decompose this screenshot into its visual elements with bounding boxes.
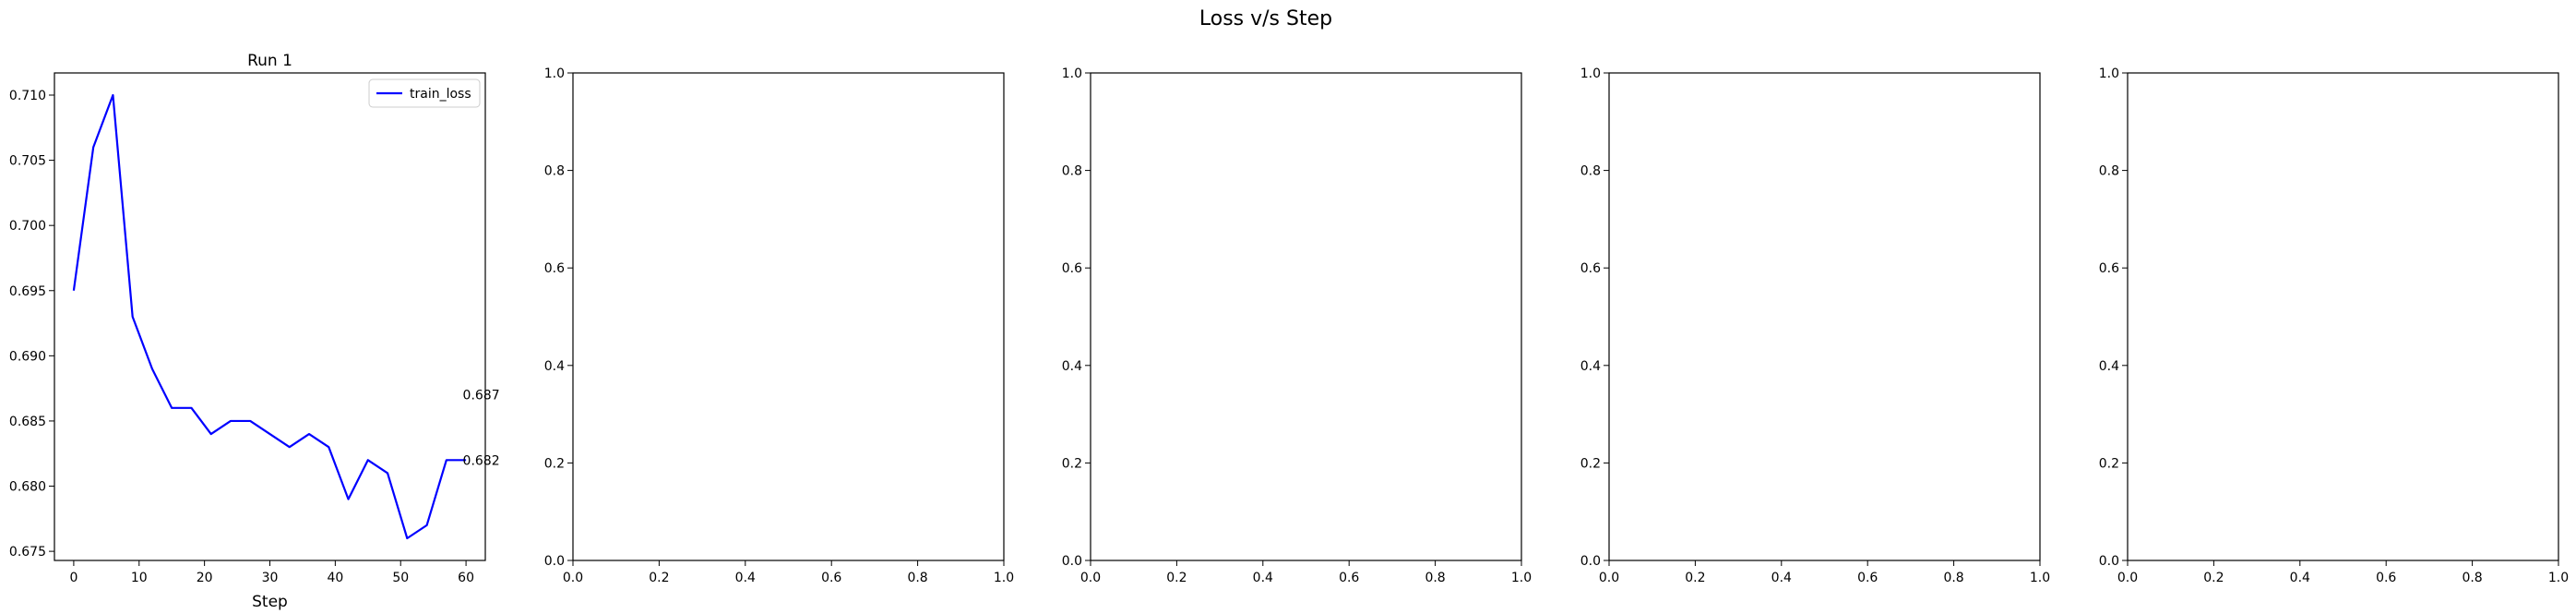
subplot-title: Run 1	[247, 52, 292, 70]
x-tick-label: 0.4	[1771, 571, 1792, 585]
legend-box	[368, 78, 481, 108]
y-tick-label: 0.690	[9, 349, 46, 364]
y-tick-label: 0.6	[2099, 261, 2119, 276]
y-tick-label: 0.4	[2099, 359, 2119, 374]
x-tick-label: 0.6	[1339, 571, 1359, 585]
x-tick-label: 0.0	[563, 571, 583, 585]
y-tick-label: 0.0	[2099, 554, 2119, 569]
y-tick-label: 0.680	[9, 480, 46, 495]
y-tick-label: 0.4	[544, 359, 565, 374]
y-tick-label: 0.675	[9, 545, 46, 560]
x-tick-label: 0.2	[1166, 571, 1187, 585]
x-tick-label: 1.0	[994, 571, 1014, 585]
y-tick-label: 0.8	[2099, 164, 2119, 179]
y-tick-label: 0.685	[9, 415, 46, 429]
x-tick-label: 0.2	[2203, 571, 2224, 585]
subplot-1: 0 10 20 30 40 50 60 0.675 0.680 0.685 0.690 0.695 0.…	[9, 52, 500, 611]
x-tick-label: 0.0	[1599, 571, 1619, 585]
y-tick-label: 0.0	[544, 554, 565, 569]
x-tick-label: 1.0	[1511, 571, 1532, 585]
y-tick-label: 0.8	[544, 164, 565, 179]
y-tick-label: 0.6	[544, 261, 565, 276]
y-tick-label: 0.8	[1062, 164, 1082, 179]
y-tick-label: 0.4	[1580, 359, 1601, 374]
y-tick-label: 0.8	[1580, 164, 1601, 179]
y-tick-label: 0.700	[9, 219, 46, 234]
x-tick-label: 0.8	[1425, 571, 1445, 585]
x-tick-label: 0.4	[2290, 571, 2310, 585]
x-tick-label: 0	[69, 571, 78, 585]
y-tick-label: 0.6	[1580, 261, 1601, 276]
axes-frame	[572, 72, 1005, 561]
x-tick-label: 50	[392, 571, 409, 585]
subplot-4: 0.0 0.2 0.4 0.6 0.8 1.0 0.0 0.2 0.4 0.6 0.8 1.0	[1580, 66, 2050, 585]
series-line-train_loss	[72, 93, 467, 540]
x-tick-label: 60	[458, 571, 474, 585]
y-tick-label: 0.0	[1062, 554, 1082, 569]
x-tick-label: 0.8	[2462, 571, 2482, 585]
subplots: 0 10 20 30 40 50 60 0.675 0.680 0.685 0.690 0.695 0.…	[9, 52, 2569, 611]
x-tick-label: 10	[131, 571, 148, 585]
y-tick-label: 0.710	[9, 89, 46, 103]
x-axis-label: Step	[252, 593, 288, 611]
y-tick-label: 1.0	[1580, 66, 1601, 81]
y-tick-label: 1.0	[544, 66, 565, 81]
y-tick-label: 0.2	[1580, 456, 1601, 471]
x-tick-label: 0.2	[1685, 571, 1705, 585]
x-tick-label: 0.8	[1943, 571, 1963, 585]
y-tick-label: 0.2	[2099, 456, 2119, 471]
x-tick-label: 1.0	[2030, 571, 2050, 585]
y-tick-label: 0.695	[9, 284, 46, 299]
value-annotation: 0.687	[463, 389, 500, 403]
subplot-5: 0.0 0.2 0.4 0.6 0.8 1.0 0.0 0.2 0.4 0.6 0.8 1.0	[2099, 66, 2569, 585]
x-tick-label: 0.4	[1253, 571, 1273, 585]
y-tick-label: 0.4	[1062, 359, 1082, 374]
legend: train_loss	[368, 78, 481, 108]
legend-label: train_loss	[410, 87, 471, 102]
x-tick-label: 0.2	[649, 571, 669, 585]
x-tick-label: 0.6	[2376, 571, 2396, 585]
x-tick-label: 40	[327, 571, 343, 585]
x-tick-label: 30	[262, 571, 279, 585]
value-annotation: 0.682	[463, 453, 500, 468]
x-tick-label: 0.4	[735, 571, 756, 585]
y-tick-label: 0.0	[1580, 554, 1601, 569]
y-tick-label: 0.705	[9, 154, 46, 169]
axes-frame	[54, 72, 486, 561]
y-tick-label: 0.2	[1062, 456, 1082, 471]
x-tick-label: 20	[197, 571, 213, 585]
axes-frame	[1608, 72, 2041, 561]
x-tick-label: 0.6	[821, 571, 841, 585]
y-tick-label: 0.2	[544, 456, 565, 471]
axes-frame	[2127, 72, 2559, 561]
x-tick-label: 0.0	[2117, 571, 2138, 585]
x-tick-label: 0.0	[1080, 571, 1101, 585]
y-tick-label: 1.0	[2099, 66, 2119, 81]
x-tick-label: 1.0	[2548, 571, 2569, 585]
subplot-3: 0.0 0.2 0.4 0.6 0.8 1.0 0.0 0.2 0.4 0.6 0.8 1.0	[1062, 66, 1532, 585]
axes-frame	[1090, 72, 1522, 561]
x-tick-label: 0.6	[1857, 571, 1878, 585]
y-tick-label: 0.6	[1062, 261, 1082, 276]
subplot-2: 0.0 0.2 0.4 0.6 0.8 1.0 0.0 0.2 0.4 0.6 0.8 1.0	[544, 66, 1014, 585]
x-tick-label: 0.8	[907, 571, 927, 585]
y-tick-label: 1.0	[1062, 66, 1082, 81]
figure-suptitle: Loss v/s Step	[1199, 7, 1332, 30]
